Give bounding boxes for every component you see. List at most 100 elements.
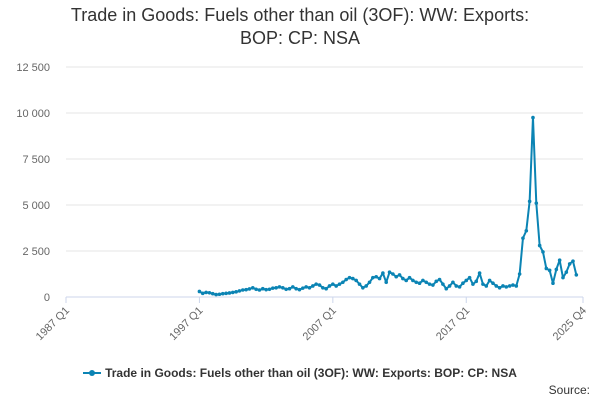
data-point <box>447 284 452 288</box>
data-point <box>551 281 555 286</box>
data-point <box>210 291 215 296</box>
data-point <box>284 287 288 292</box>
data-point <box>281 286 285 290</box>
data-point <box>307 286 312 290</box>
data-point <box>227 291 232 295</box>
data-point <box>244 287 248 292</box>
data-point <box>474 279 479 284</box>
data-point <box>504 285 509 289</box>
data-point <box>304 285 308 289</box>
data-point <box>247 287 252 291</box>
data-point <box>401 276 405 281</box>
data-point <box>554 267 559 272</box>
legend-label: Trade in Goods: Fuels other than oil (3O… <box>105 366 517 380</box>
data-point <box>321 286 325 290</box>
data-point <box>361 286 365 290</box>
data-point <box>264 287 268 292</box>
data-point <box>220 291 225 296</box>
data-point <box>377 276 382 281</box>
data-point <box>364 284 368 288</box>
data-point <box>397 273 402 277</box>
data-point <box>457 285 462 289</box>
data-point <box>557 258 562 263</box>
data-point <box>230 290 235 295</box>
data-point <box>274 286 278 290</box>
data-point <box>327 284 332 288</box>
data-point <box>381 271 385 275</box>
data-point <box>417 281 422 286</box>
data-point <box>317 283 322 287</box>
data-point <box>521 236 525 240</box>
data-point <box>240 288 245 292</box>
data-point <box>204 290 208 295</box>
data-point <box>200 291 205 296</box>
data-point <box>484 284 489 288</box>
data-point <box>531 115 535 120</box>
data-point <box>407 275 412 280</box>
data-point <box>394 274 399 279</box>
data-point <box>287 286 292 291</box>
data-point <box>517 272 522 276</box>
data-point <box>497 286 502 290</box>
data-point <box>224 291 228 296</box>
data-point <box>534 201 539 205</box>
data-point <box>344 277 348 282</box>
data-point <box>561 275 565 280</box>
data-point <box>250 286 255 290</box>
data-point <box>547 268 552 273</box>
data-point <box>371 275 375 280</box>
data-point <box>467 275 472 280</box>
data-point <box>541 250 545 254</box>
data-point <box>387 270 392 274</box>
data-point <box>527 199 532 204</box>
source-label: Source: <box>548 383 590 397</box>
data-point <box>424 280 429 285</box>
legend[interactable]: Trade in Goods: Fuels other than oil (3O… <box>0 366 600 380</box>
data-point <box>384 280 389 285</box>
y-tick-label: 5 000 <box>22 200 50 212</box>
data-point <box>341 280 345 285</box>
data-point <box>451 280 455 285</box>
data-point <box>311 284 315 288</box>
data-point <box>214 292 218 297</box>
data-point <box>331 282 335 286</box>
data-point <box>257 288 262 292</box>
data-point <box>197 289 202 294</box>
data-point <box>301 286 305 290</box>
data-point <box>411 278 415 283</box>
data-point <box>487 278 492 283</box>
data-point <box>514 284 519 288</box>
x-tick-label: 2017 Q1 <box>434 305 472 343</box>
y-tick-label: 12 500 <box>16 62 50 74</box>
y-tick-label: 2 500 <box>22 246 50 258</box>
y-tick-label: 0 <box>44 292 50 304</box>
chart-title: Trade in Goods: Fuels other than oil (3O… <box>0 4 600 50</box>
chart-title-line-1: Trade in Goods: Fuels other than oil (3O… <box>70 5 530 25</box>
x-tick-label: 1997 Q1 <box>167 305 205 343</box>
data-point <box>314 282 318 286</box>
chart-title-line-2: BOP: CP: NSA <box>239 28 361 48</box>
x-tick-label: 2007 Q1 <box>301 305 339 343</box>
data-point <box>217 292 222 297</box>
data-point <box>294 286 298 291</box>
data-point <box>524 228 529 233</box>
data-point <box>537 243 542 248</box>
data-point <box>414 280 419 285</box>
data-point <box>421 278 425 283</box>
data-point <box>491 281 495 286</box>
data-point <box>207 290 212 295</box>
data-point <box>494 284 499 288</box>
data-point <box>464 278 469 283</box>
data-point <box>347 275 352 280</box>
data-point <box>471 282 475 286</box>
data-point <box>434 279 439 284</box>
data-point <box>354 278 358 283</box>
data-point <box>477 271 482 275</box>
data-point <box>544 266 549 271</box>
data-point <box>444 286 449 291</box>
data-point <box>511 283 515 287</box>
data-point <box>260 286 265 291</box>
data-point <box>571 259 575 263</box>
data-point <box>277 285 282 289</box>
